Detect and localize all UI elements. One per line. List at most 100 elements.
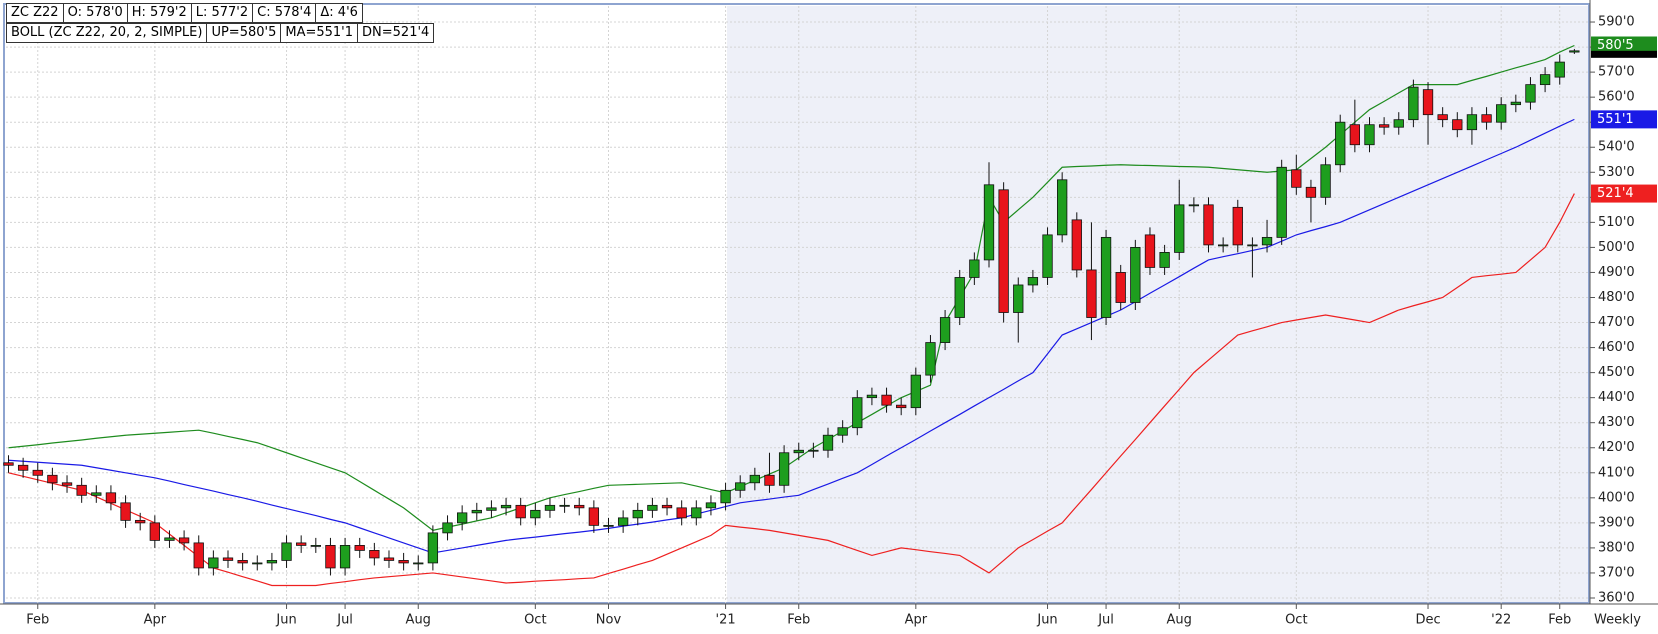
y-tick-label: 380'0 [1598,540,1635,555]
candle-body [1159,252,1170,268]
y-tick-label: 590'0 [1598,15,1635,30]
candle-body [1276,166,1287,238]
candle-body [193,542,204,569]
candle-body [852,397,863,429]
candle-body [471,509,482,514]
candle-body [822,434,834,451]
candle-body [1320,164,1331,198]
y-tick-label: 370'0 [1598,565,1635,580]
candle-body [1554,61,1565,78]
candle-body [1115,272,1126,303]
candle-body [310,545,321,547]
y-tick-label: 360'0 [1598,590,1635,605]
candle-body [500,504,512,509]
plot-frame [3,3,1590,604]
y-tick-label: 470'0 [1598,315,1635,330]
candle-body [515,504,526,519]
candle-body [91,492,102,496]
candle-body [954,277,965,318]
candle-body [222,557,234,561]
candle-body [120,502,131,521]
x-tick-label: Jul [1097,613,1114,628]
candle-body [1393,119,1404,128]
candle-body [735,482,746,491]
header-cell: UP=580'5 [206,23,282,43]
year-shade [727,6,1589,603]
candle-body [720,489,731,504]
candle-body [1291,169,1302,188]
candle-body [588,507,600,526]
candle-body [1422,89,1434,116]
header-cell: H: 579'2 [126,3,192,23]
price-tag-label: 580'5 [1597,38,1634,53]
x-tick-label: Feb [26,613,49,628]
header-cell: C: 578'4 [252,3,317,23]
y-tick-label: 460'0 [1598,340,1635,355]
candle-body [427,532,439,564]
quote-header: ZC Z22 O: 578'0 H: 579'2 L: 577'2 C: 578'4 Δ:… [6,3,363,23]
candle-body [442,522,453,534]
y-tick-label: 530'0 [1598,165,1635,180]
candle-body [1261,236,1273,246]
x-tick-label: Oct [1285,613,1307,628]
candle-body [1188,204,1200,207]
candle-body [237,560,248,564]
header-cell: O: 578'0 [62,3,128,23]
candle-body [325,545,336,569]
x-tick-label: Apr [905,613,928,628]
price-tag [1591,184,1657,203]
candle-body [793,449,804,454]
candle-body [1525,84,1536,103]
candle-body [1408,86,1419,121]
x-tick-label: Dec [1415,613,1440,628]
candle-body [881,394,892,406]
candle-body [661,504,673,509]
x-tick-label: Jul [336,613,353,628]
y-tick-label: 490'0 [1598,265,1635,280]
candle-body [632,509,643,519]
candle-body [603,524,614,527]
x-tick-label: Oct [524,613,546,628]
candle-body [486,507,497,511]
candle-body [983,184,995,261]
y-tick-label: 540'0 [1598,140,1635,155]
bollinger-band [8,44,1575,532]
candle-body [910,374,921,409]
candle-body [1510,101,1521,106]
candle-body [208,557,219,569]
y-tick-label: 480'0 [1598,290,1635,305]
candle-body [1013,284,1024,313]
x-tick-label: Apr [144,613,167,628]
y-tick-label: 450'0 [1598,365,1635,380]
candle-body [544,504,556,511]
header-cell: DN=521'4 [357,23,435,43]
candle-body [1027,277,1039,286]
candle-body [808,449,819,452]
x-tick-label: Feb [787,613,810,628]
price-tag-label: 551'1 [1597,112,1634,127]
candle-body [676,507,687,519]
candle-body [369,550,380,559]
candle-body [413,562,424,565]
y-tick-label: 440'0 [1598,390,1635,405]
candle-body [617,517,629,526]
header-cell: ZC Z22 [6,3,64,23]
y-tick-label: 560'0 [1598,90,1635,105]
x-tick-label: '21 [716,613,736,628]
candle-body [896,404,907,409]
interval-label: Weekly [1594,613,1641,628]
bollinger-band [8,193,1575,587]
candle-body [837,427,848,436]
x-tick-label: Aug [406,613,431,628]
candle-body [1437,114,1448,121]
y-tick-label: 500'0 [1598,240,1635,255]
price-tag-label: 521'4 [1597,186,1634,201]
candle-body [866,394,878,399]
candle-body [76,484,87,496]
candle-body [1071,219,1082,271]
candle-body [691,507,702,519]
candle-body [1203,204,1214,246]
y-tick-label: 410'0 [1598,465,1635,480]
